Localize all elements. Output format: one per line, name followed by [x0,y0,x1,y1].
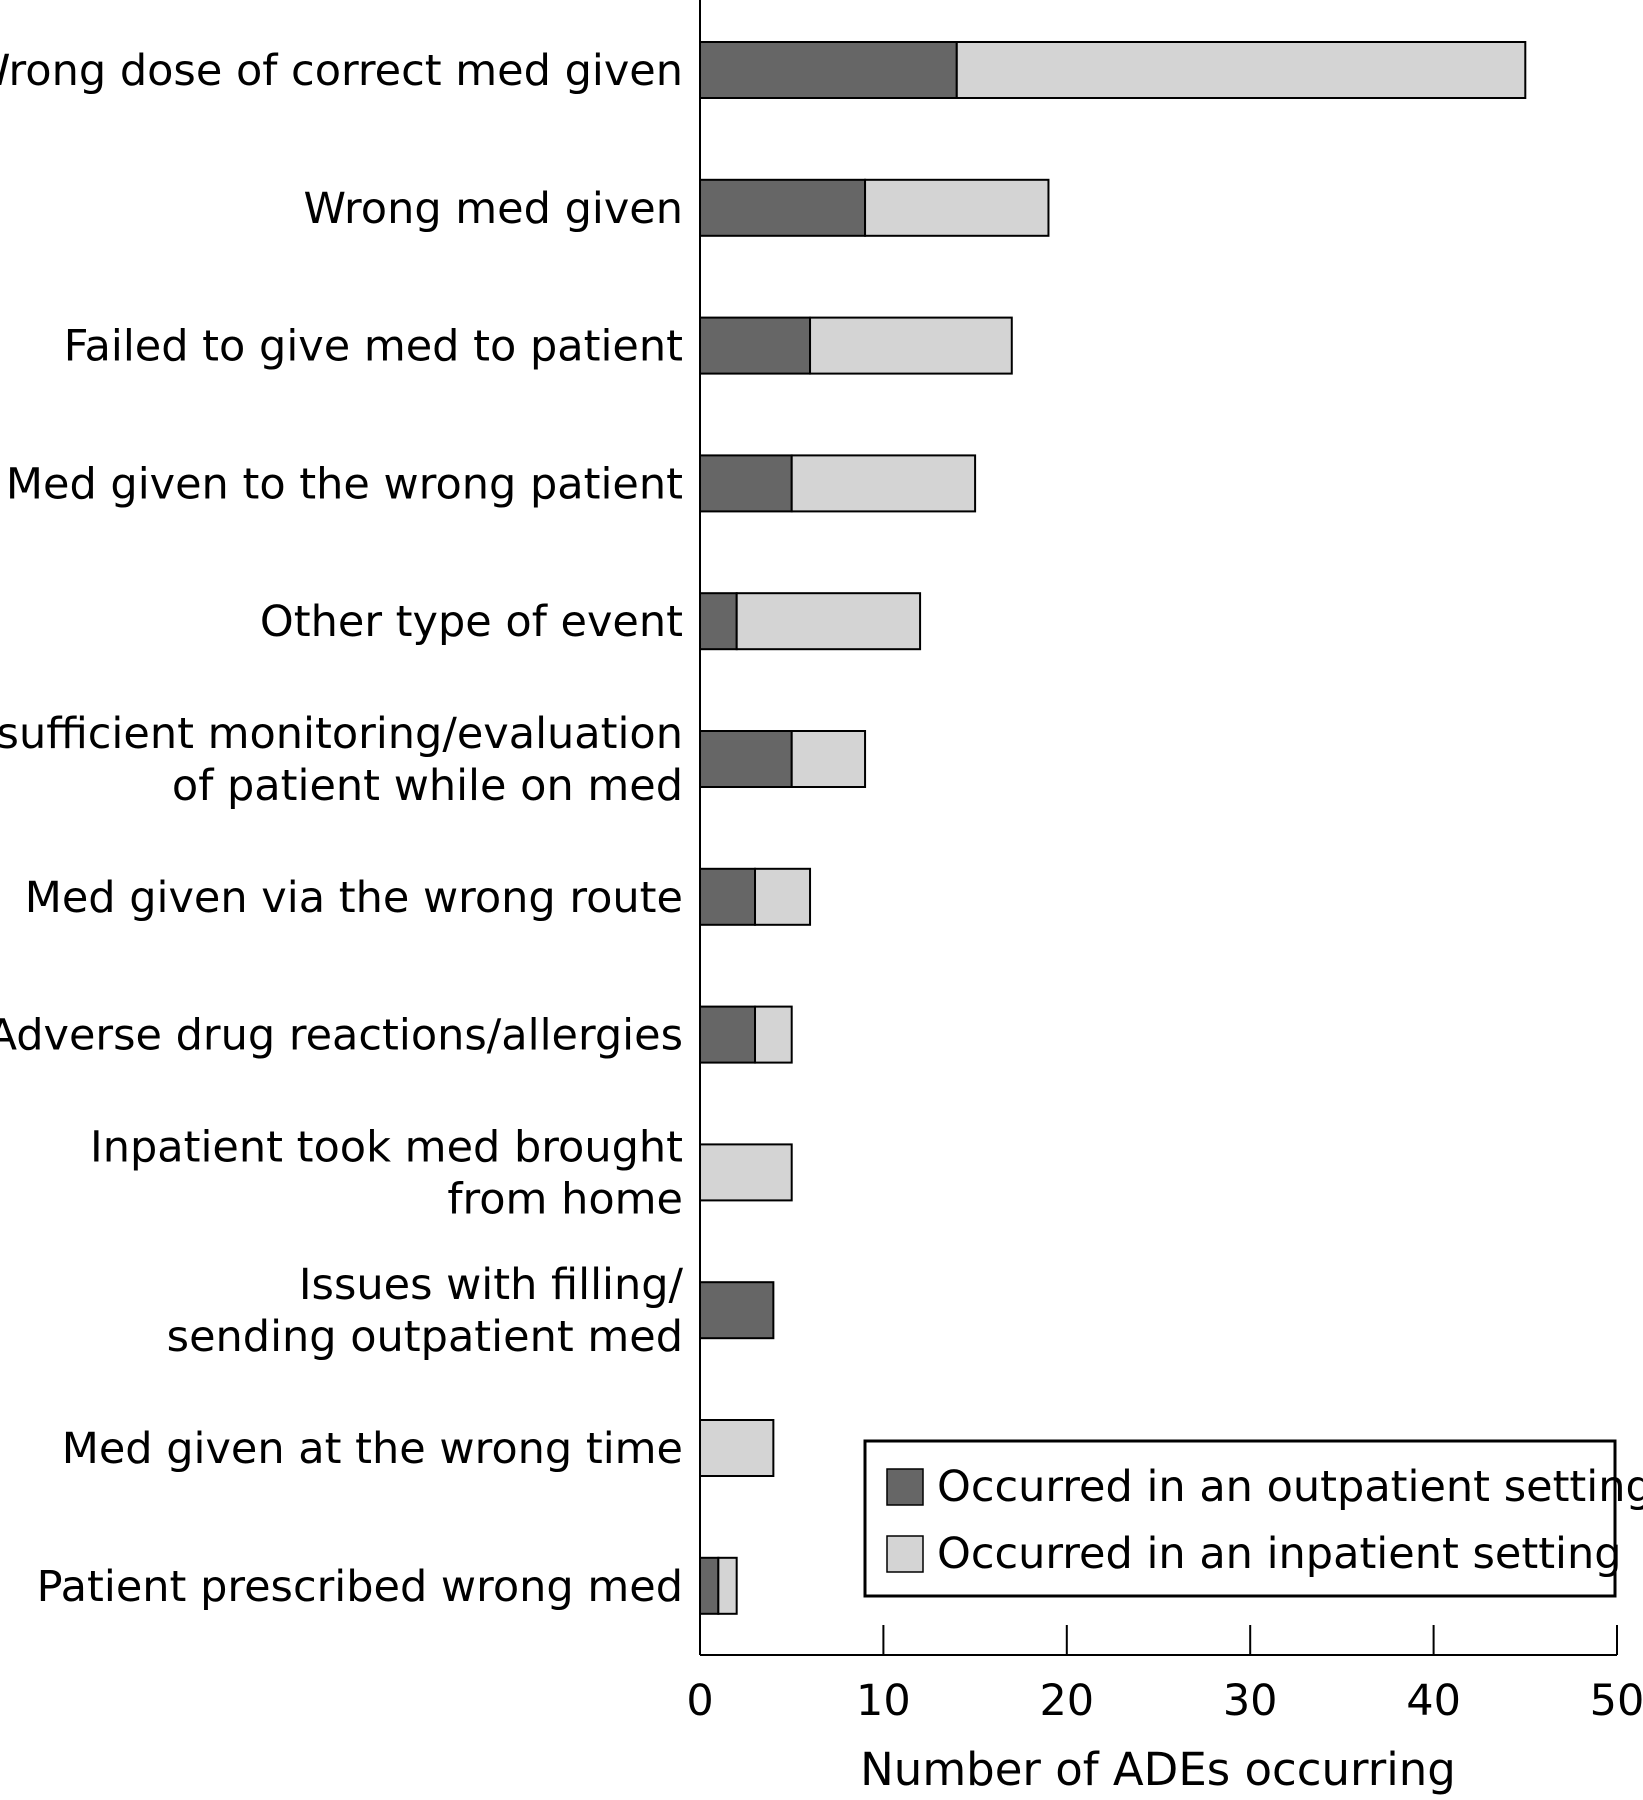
x-tick-label: 20 [1039,1676,1094,1726]
bar-segment-inpatient-0 [955,41,1527,99]
category-label: Med given at the wrong time [62,1424,683,1474]
bar-segment-outpatient-0 [699,41,958,99]
category-label: Adverse drug reactions/allergies [0,1011,683,1061]
bar-segment-inpatient-3 [790,454,977,513]
category-label: Wrong med given [303,184,683,234]
category-label: Insufficient monitoring/evaluation [0,709,683,759]
category-label: Other type of event [260,597,683,647]
bar-segment-inpatient-10 [699,1419,775,1477]
bars-group [699,41,1527,1615]
bar-segment-outpatient-7 [699,1005,757,1064]
bar-segment-inpatient-11 [717,1556,738,1615]
bar-segment-inpatient-4 [735,592,922,651]
category-label: Wrong dose of correct med given [0,46,683,96]
bar-segment-inpatient-8 [699,1143,793,1202]
x-tick-label: 10 [856,1676,911,1726]
x-axis-ticks: 0 10 20 30 40 50 [686,1625,1643,1726]
bar-segment-outpatient-11 [699,1556,720,1615]
bar-segment-outpatient-4 [699,592,738,651]
category-label: Inpatient took med brought [90,1122,683,1172]
bar-segment-inpatient-2 [809,316,1013,375]
category-labels: Wrong dose of correct med given Wrong med… [0,46,684,1612]
bar-segment-outpatient-6 [699,867,757,926]
legend-swatch-outpatient [886,1468,924,1506]
bar-segment-outpatient-1 [699,178,867,237]
legend-box [863,1439,1617,1598]
legend-label-outpatient: Occurred in an outpatient setting [937,1462,1643,1512]
bar-segment-outpatient-3 [699,454,793,513]
bar-segment-outpatient-2 [699,316,812,375]
category-label: of patient while on med [172,761,683,811]
x-tick-label: 50 [1590,1676,1643,1726]
bar-segment-inpatient-1 [864,178,1050,237]
category-label: Med given via the wrong route [25,873,683,923]
category-label: Issues with filling/ [299,1260,684,1310]
bar-segment-inpatient-7 [754,1005,793,1064]
legend-swatch-inpatient [886,1535,924,1573]
category-label: sending outpatient med [167,1312,683,1362]
x-tick-label: 0 [686,1676,713,1726]
category-label: Med given to the wrong patient [6,459,683,509]
x-axis-title: Number of ADEs occurring [860,1743,1456,1796]
category-label: Failed to give med to patient [64,322,683,372]
legend: Occurred in an outpatient setting Occurr… [863,1439,1643,1598]
bar-segment-outpatient-9 [699,1281,775,1340]
bar-segment-inpatient-5 [790,730,867,788]
x-tick-label: 30 [1223,1676,1278,1726]
category-label: Patient prescribed wrong med [37,1562,683,1612]
bar-segment-outpatient-5 [699,730,793,788]
legend-label-inpatient: Occurred in an inpatient setting [937,1529,1622,1579]
category-label: from home [447,1174,683,1224]
bar-segment-inpatient-6 [754,867,812,926]
x-tick-label: 40 [1406,1676,1461,1726]
